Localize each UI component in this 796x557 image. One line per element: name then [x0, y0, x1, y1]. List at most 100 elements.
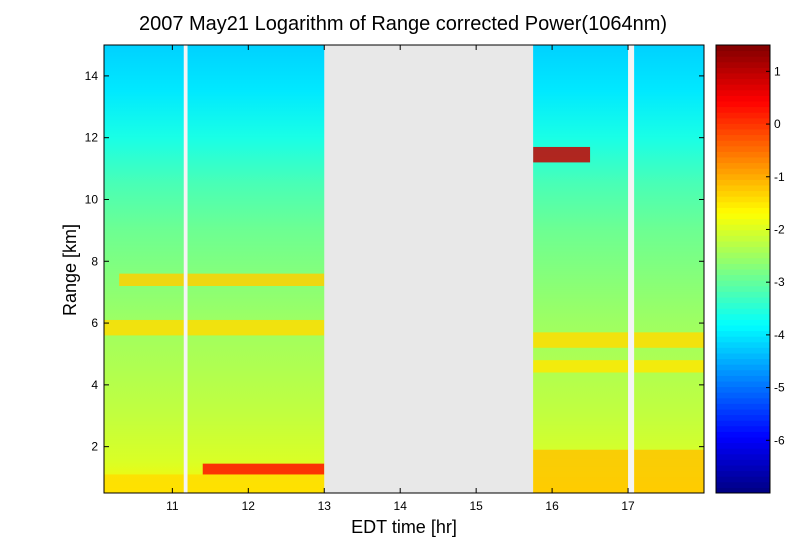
y-axis-label: Range [km] [60, 224, 80, 316]
colorbar-tick-label: -3 [774, 275, 785, 289]
colorbar-cell [716, 61, 770, 68]
heatmap-band-5 [533, 146, 591, 163]
heatmap-band-6 [533, 332, 704, 348]
no-data-gap-0 [324, 45, 534, 493]
colorbar-cell [716, 297, 770, 304]
colorbar-cell [716, 50, 770, 57]
colorbar-cell [716, 330, 770, 337]
colorbar-cell [716, 84, 770, 91]
heatmap-band-4 [533, 449, 704, 493]
colorbar-cell [716, 437, 770, 444]
colorbar-cell [716, 241, 770, 248]
colorbar-cell [716, 185, 770, 192]
colorbar-cell [716, 291, 770, 298]
chart-title: 2007 May21 Logarithm of Range corrected … [139, 13, 667, 35]
x-tick-label: 11 [166, 499, 179, 513]
colorbar-cell [716, 369, 770, 376]
colorbar-cell [716, 470, 770, 477]
colorbar-cell [716, 431, 770, 438]
colorbar-cell [716, 453, 770, 460]
x-axis: 11 12 13 14 15 16 17 [166, 45, 635, 513]
colorbar-cell [716, 123, 770, 130]
colorbar-cell [716, 78, 770, 85]
heatmap-band-2 [119, 273, 325, 286]
colorbar-tick-label: -2 [774, 222, 785, 236]
colorbar-cell [716, 285, 770, 292]
colorbar-tick-label: -5 [774, 381, 785, 395]
colorbar-tick-label: -1 [774, 170, 785, 184]
colorbar-cell [716, 425, 770, 432]
colorbar-cell [716, 117, 770, 124]
colorbar-cell [716, 313, 770, 320]
colorbar-cell [716, 414, 770, 421]
colorbar-cell [716, 319, 770, 326]
colorbar-cell [716, 73, 770, 80]
colorbar-cell [716, 459, 770, 466]
colorbar-cell [716, 56, 770, 63]
colorbar-tick-label: 1 [774, 64, 781, 78]
y-tick-label: 10 [85, 192, 99, 206]
colorbar-cell [716, 409, 770, 416]
colorbar-cell [716, 201, 770, 208]
colorbar-cell [716, 140, 770, 147]
x-tick-label: 17 [621, 499, 635, 513]
colorbar-cell [716, 487, 770, 494]
colorbar-cell [716, 129, 770, 136]
colorbar-cell [716, 353, 770, 360]
colorbar-cell [716, 134, 770, 141]
colorbar-cell [716, 179, 770, 186]
colorbar-cell [716, 89, 770, 96]
colorbar-cell [716, 420, 770, 427]
colorbar-cell [716, 336, 770, 343]
colorbar-frame [715, 44, 771, 494]
colorbar-cell [716, 308, 770, 315]
colorbar-cell [716, 442, 770, 449]
colorbar-cell [716, 481, 770, 488]
heatmap-band-7 [533, 360, 704, 373]
plot-frame [103, 44, 705, 494]
colorbar-cell [716, 45, 770, 52]
colorbar-cell [716, 448, 770, 455]
y-tick-label: 12 [85, 131, 99, 145]
colorbar-cell [716, 358, 770, 365]
colorbar-cell [716, 213, 770, 220]
colorbar-cell [716, 269, 770, 276]
colorbar-cell [716, 145, 770, 152]
colorbar-cell [716, 325, 770, 332]
x-tick-label: 16 [545, 499, 559, 513]
heatmap-band-1 [202, 463, 325, 475]
colorbar-cell [716, 67, 770, 74]
colorbar-cell [716, 229, 770, 236]
y-tick-label: 6 [91, 316, 98, 330]
colorbar-cell [716, 341, 770, 348]
colorbar-cell [716, 112, 770, 119]
colorbar-cell [716, 465, 770, 472]
colorbar-cell [716, 375, 770, 382]
heatmap-band-3 [104, 319, 325, 336]
colorbar-cell [716, 280, 770, 287]
colorbar-cell [716, 246, 770, 253]
x-axis-label: EDT time [hr] [351, 517, 457, 537]
colorbar-cell [716, 381, 770, 388]
colorbar-cell [716, 162, 770, 169]
colorbar-cell [716, 168, 770, 175]
colorbar-cell [716, 207, 770, 214]
colorbar-cell [716, 302, 770, 309]
colorbar-cell [716, 257, 770, 264]
y-axis: 2 4 6 8 10 12 14 [85, 69, 704, 454]
colorbar-cell [716, 347, 770, 354]
colorbar-cell [716, 95, 770, 102]
plot-area [103, 44, 705, 494]
colorbar-cell [716, 364, 770, 371]
colorbar-cell [716, 392, 770, 399]
colorbar-tick-label: -4 [774, 328, 785, 342]
y-tick-label: 14 [85, 69, 99, 83]
heatmap-band-0 [104, 474, 325, 493]
x-tick-label: 13 [318, 499, 332, 513]
colorbar-cell [716, 151, 770, 158]
y-tick-label: 8 [91, 254, 98, 268]
colorbar-cell [716, 101, 770, 108]
colorbar-cell [716, 218, 770, 225]
colorbar-cell [716, 224, 770, 231]
